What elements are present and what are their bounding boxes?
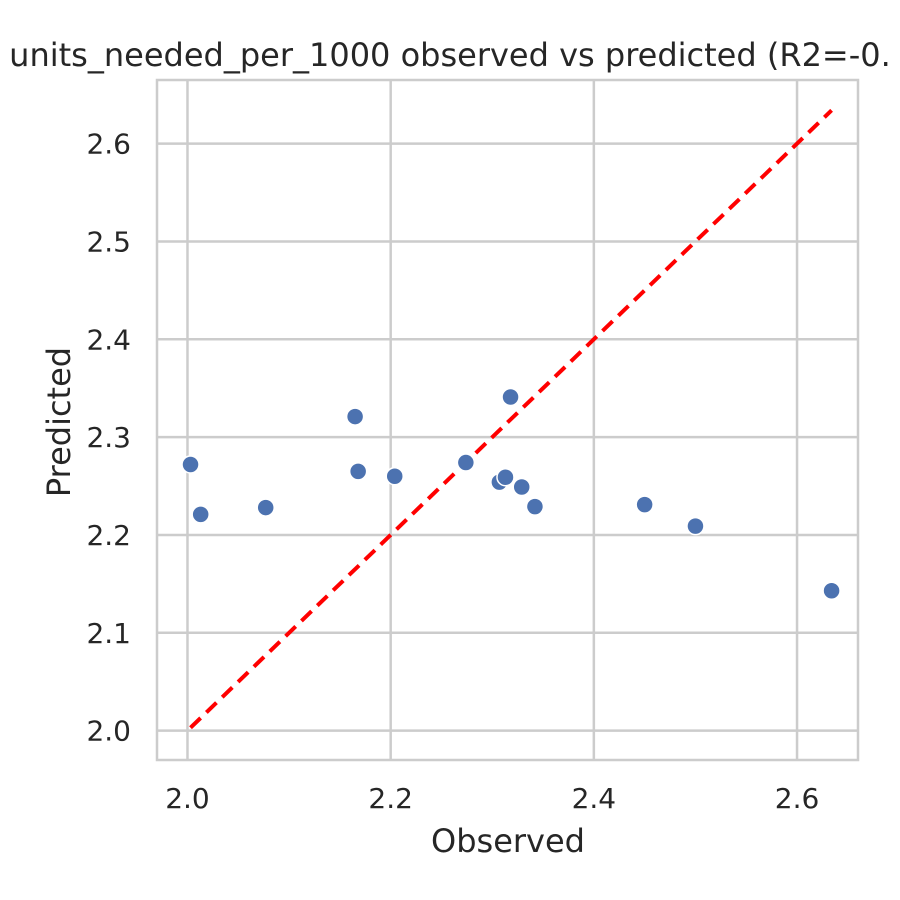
data-point: [686, 516, 705, 536]
data-point: [256, 498, 275, 517]
x-axis-title: Observed: [431, 822, 585, 860]
y-tick-label: 2.2: [86, 519, 131, 552]
data-point: [512, 477, 531, 497]
data-point: [496, 467, 515, 487]
y-axis-title: Predicted: [40, 347, 78, 497]
data-point: [385, 467, 404, 486]
data-point: [191, 505, 210, 524]
y-tick-labels: 2.0 2.1 2.2 2.3 2.4 2.5 2.6: [86, 128, 131, 748]
reference-line-group: [189, 108, 833, 730]
plot-frame: [155, 78, 860, 762]
y-tick-label: 2.6: [86, 128, 131, 161]
x-tick-label: 2.6: [775, 782, 820, 815]
chart-title: units_needed_per_1000 observed vs predic…: [9, 36, 891, 74]
data-points: [181, 387, 841, 600]
x-tick-labels: 2.0 2.2 2.4 2.6: [165, 782, 819, 815]
data-point: [345, 407, 365, 426]
x-tick-label: 2.0: [165, 782, 210, 815]
data-point: [501, 387, 520, 407]
y-tick-label: 2.5: [86, 225, 131, 258]
y-tick-label: 2.3: [86, 421, 131, 454]
identity-reference-line: [189, 108, 833, 730]
data-point: [456, 453, 476, 472]
data-point: [181, 455, 200, 474]
data-point: [348, 462, 368, 481]
data-point: [822, 581, 841, 600]
grid-lines: [157, 80, 858, 760]
y-tick-label: 2.4: [86, 323, 131, 356]
x-tick-label: 2.2: [368, 782, 413, 815]
x-tick-label: 2.4: [572, 782, 617, 815]
y-tick-label: 2.1: [86, 617, 131, 650]
data-point: [635, 495, 654, 514]
data-point: [525, 497, 545, 516]
y-tick-label: 2.0: [86, 715, 131, 748]
